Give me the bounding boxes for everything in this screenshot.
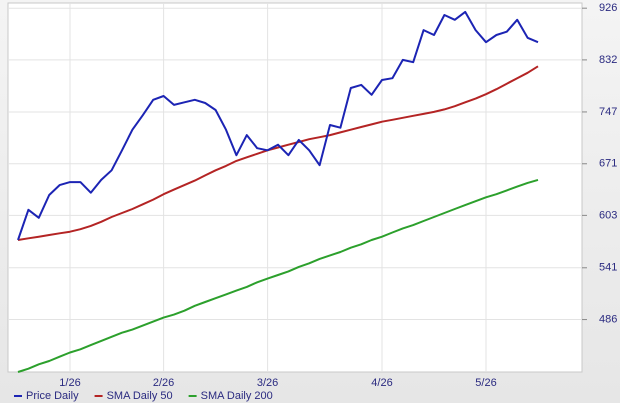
- y-tick-label: 832: [599, 54, 617, 66]
- x-tick-label: 5/26: [475, 377, 496, 389]
- legend-label: Price Daily: [26, 390, 79, 402]
- line: [17, 178, 539, 373]
- line: [17, 10, 539, 241]
- y-tick-label: 671: [599, 158, 617, 170]
- x-tick-label: 2/26: [153, 377, 174, 389]
- x-tick-label: 4/26: [371, 377, 392, 389]
- y-tick-label: 926: [599, 2, 617, 14]
- y-tick-label: 486: [599, 313, 617, 325]
- y-tick-label: 541: [599, 262, 617, 274]
- line: [17, 65, 539, 241]
- legend-label: SMA Daily 50: [107, 390, 173, 402]
- y-tick-label: 603: [599, 209, 617, 221]
- x-tick-label: 3/26: [257, 377, 278, 389]
- y-tick-label: 747: [599, 106, 617, 118]
- x-tick-label: 1/26: [59, 377, 80, 389]
- legend-label: SMA Daily 200: [201, 390, 273, 402]
